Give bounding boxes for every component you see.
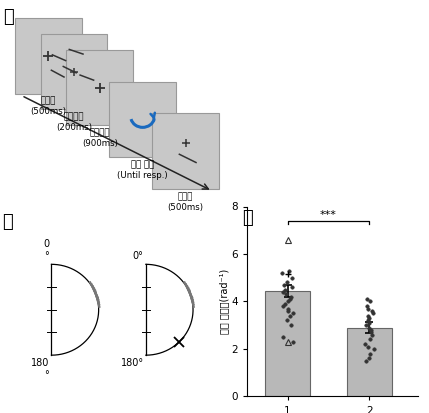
Text: 0°: 0° [133,251,144,261]
Text: 검사 화면
(Until resp.): 검사 화면 (Until resp.) [117,160,168,180]
Text: 180°: 180° [121,358,144,368]
Text: 기억배열
(200ms): 기억배열 (200ms) [56,113,92,132]
Bar [109,82,176,157]
Text: 파지기간
(900ms): 파지기간 (900ms) [82,128,118,148]
Bar [41,34,107,109]
Bar [66,50,133,126]
Text: 180
°: 180 ° [31,358,49,380]
Text: 0
°: 0 ° [43,240,49,261]
Bar [15,18,82,93]
Text: 가: 가 [3,8,14,26]
Text: 피드백
(500ms): 피드백 (500ms) [168,192,203,211]
Text: 응시점
(500ms): 응시점 (500ms) [30,97,66,116]
Bar [152,114,219,189]
Text: 나: 나 [2,213,13,231]
Y-axis label: 기억 정확도(rad⁻¹): 기억 정확도(rad⁻¹) [220,269,230,334]
Bar [265,291,310,396]
Text: 다: 다 [242,209,253,227]
Bar [347,328,392,396]
Text: ***: *** [320,209,337,220]
